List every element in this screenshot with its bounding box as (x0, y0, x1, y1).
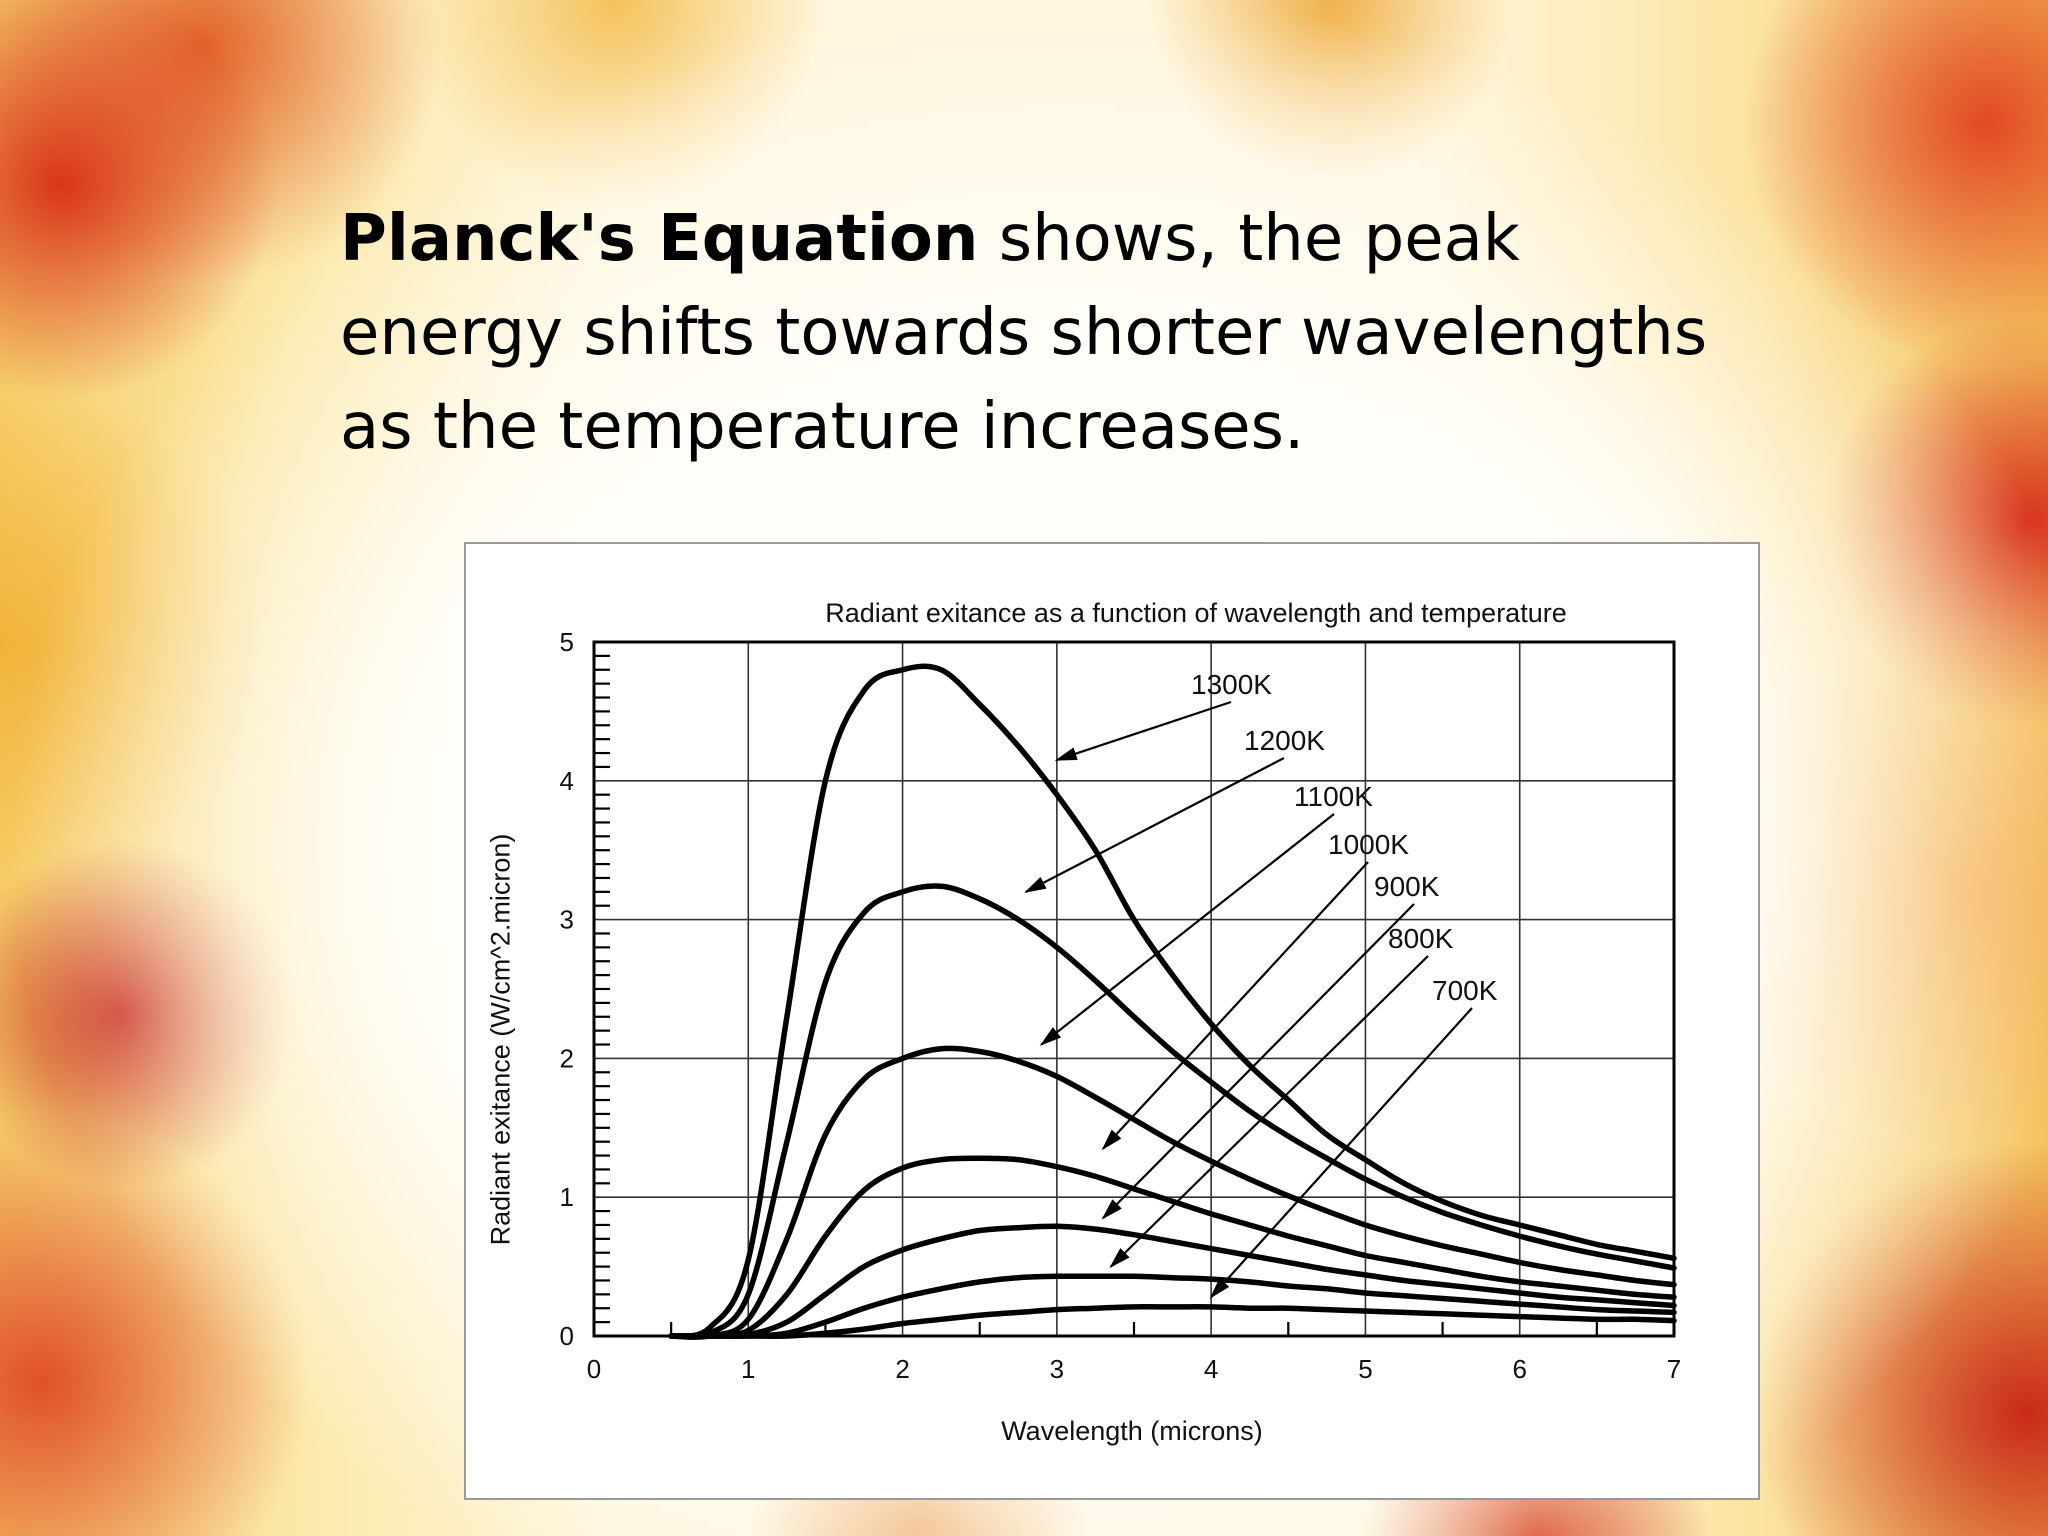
x-tick-label: 5 (1358, 1354, 1372, 1384)
curve-800K (668, 1273, 1677, 1339)
x-tick-label: 7 (1667, 1354, 1681, 1384)
x-tick-label: 0 (587, 1354, 601, 1384)
curve-700K (668, 1304, 1677, 1339)
y-tick-label: 2 (560, 1043, 574, 1073)
y-tick-label: 4 (560, 766, 574, 796)
chart-frame: Radiant exitance as a function of wavele… (464, 542, 1760, 1500)
curve-900K (668, 1223, 1677, 1339)
x-tick-label: 2 (895, 1354, 909, 1384)
curve-1100K (668, 1045, 1677, 1340)
series-label-800K: 800K (1388, 923, 1454, 954)
series-arrow-700K (1209, 1007, 1473, 1299)
x-tick-label: 4 (1204, 1354, 1218, 1384)
y-tick-label: 0 (560, 1321, 574, 1351)
x-tick-label: 3 (1050, 1354, 1064, 1384)
y-tick-label: 3 (560, 905, 574, 935)
curve-1200K (668, 883, 1677, 1340)
series-label-1000K: 1000K (1328, 829, 1409, 860)
series-arrow-1300K (1054, 700, 1232, 762)
slide-description: shows, the peak energy shifts towards sh… (340, 202, 1708, 464)
series-arrow-1200K (1024, 757, 1285, 893)
series-arrow-1100K (1039, 813, 1335, 1046)
curve-1000K (668, 1155, 1677, 1340)
y-axis-label: Radiant exitance (W/cm^2.micron) (485, 833, 516, 1246)
slide-body-text: Planck's Equation shows, the peak energy… (340, 192, 1740, 474)
series-arrow-800K (1109, 955, 1429, 1269)
x-tick-label: 6 (1512, 1354, 1526, 1384)
series-label-1100K: 1100K (1294, 781, 1373, 812)
slide-bold-heading: Planck's Equation (340, 202, 979, 276)
x-tick-label: 1 (741, 1354, 755, 1384)
curve-1300K (668, 663, 1677, 1339)
series-arrow-1000K (1101, 861, 1369, 1151)
y-tick-label: 1 (560, 1182, 574, 1212)
y-tick-label: 5 (560, 627, 574, 657)
series-label-1200K: 1200K (1244, 725, 1325, 756)
series-label-700K: 700K (1432, 975, 1498, 1006)
series-arrow-900K (1101, 903, 1415, 1220)
series-label-900K: 900K (1374, 871, 1440, 902)
planck-chart: 0 1 2 3 4 5 6 7 0 1 2 3 4 5 1300K 1200K 1100K 1000K 900K 80… (560, 627, 1682, 1384)
x-axis-label: Wavelength (microns) (1001, 1416, 1263, 1446)
series-label-1300K: 1300K (1191, 669, 1272, 700)
chart-title: Radiant exitance as a function of wavele… (825, 598, 1567, 628)
